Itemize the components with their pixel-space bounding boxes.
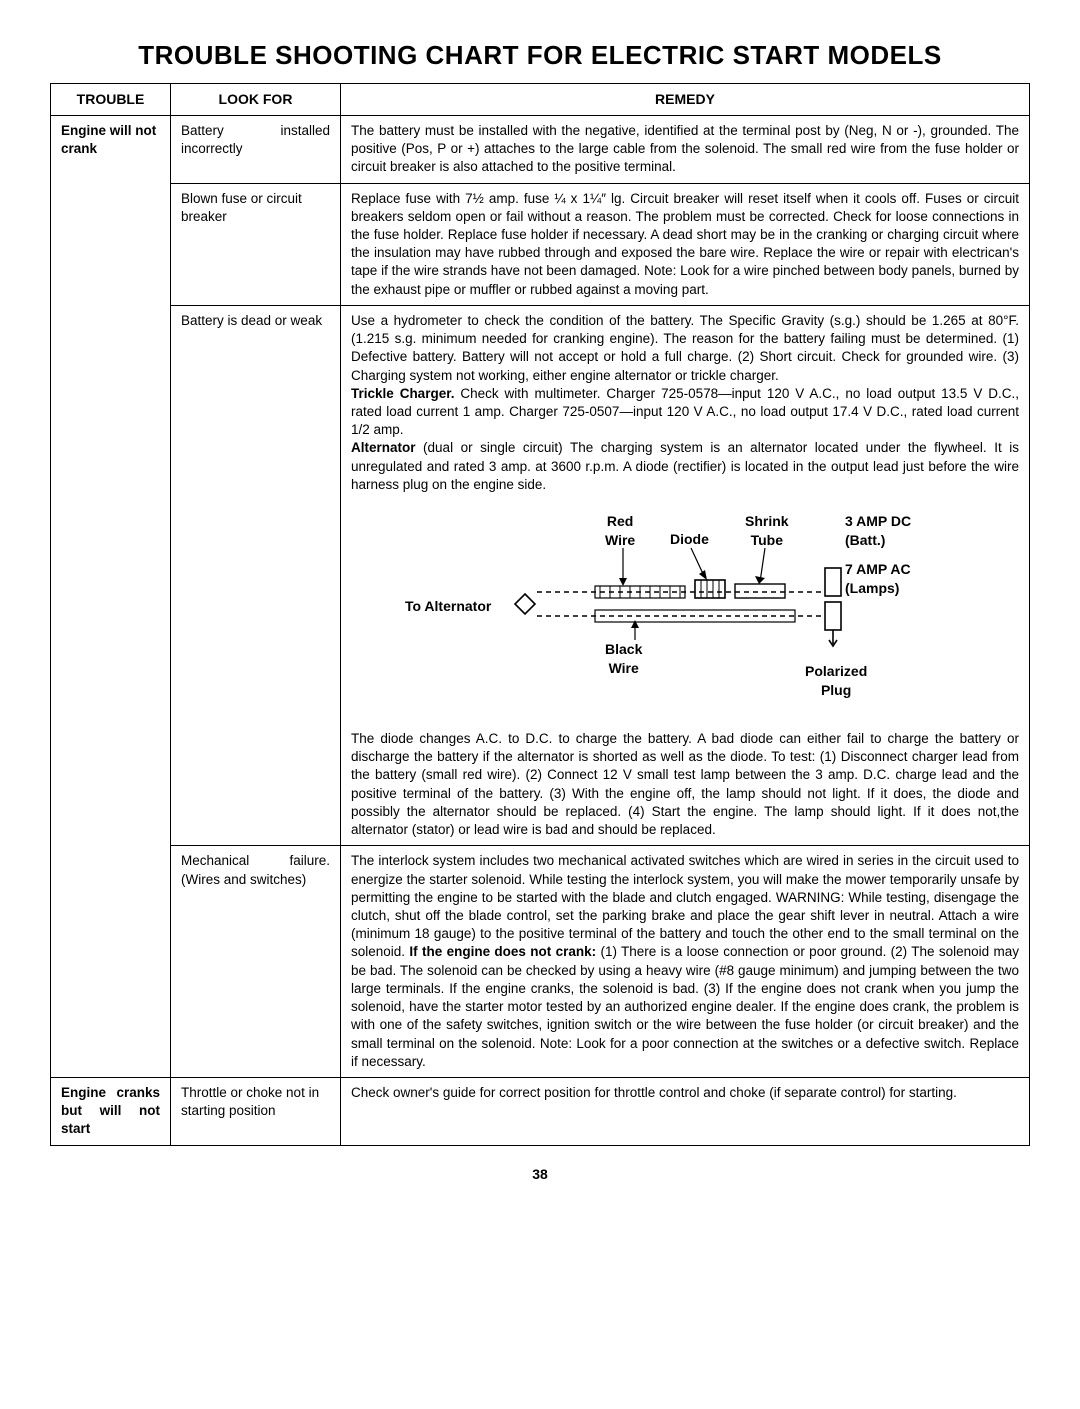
trouble-cell: Engine will not crank	[51, 115, 171, 1077]
remedy-cell: Replace fuse with 7½ amp. fuse ¼ x 1¼″ l…	[341, 183, 1030, 305]
lookfor-cell: Mechanical failure. (Wires and switches)	[171, 846, 341, 1078]
table-row: Mechanical failure. (Wires and switches)…	[51, 846, 1030, 1078]
remedy-bold: If the engine does not crank:	[409, 944, 596, 959]
remedy-cell: The interlock system includes two mechan…	[341, 846, 1030, 1078]
remedy-p4: The diode changes A.C. to D.C. to charge…	[351, 731, 1019, 837]
diagram-label-black-wire: BlackWire	[605, 641, 642, 676]
remedy-p1: Use a hydrometer to check the condition …	[351, 313, 1019, 383]
header-trouble: TROUBLE	[51, 84, 171, 116]
wiring-diagram-svg	[405, 512, 965, 712]
remedy-p3: (dual or single circuit) The charging sy…	[351, 440, 1019, 491]
header-lookfor: LOOK FOR	[171, 84, 341, 116]
lookfor-cell: Battery installed incorrectly	[171, 115, 341, 183]
lookfor-cell: Blown fuse or circuit breaker	[171, 183, 341, 305]
wiring-diagram: RedWire Diode ShrinkTube 3 AMP DC(Batt.)…	[405, 512, 965, 712]
page-number: 38	[50, 1166, 1030, 1182]
troubleshooting-table: TROUBLE LOOK FOR REMEDY Engine will not …	[50, 83, 1030, 1146]
table-row: Engine will not crank Battery installed …	[51, 115, 1030, 183]
remedy-p3-bold: Alternator	[351, 440, 416, 455]
page-title: TROUBLE SHOOTING CHART FOR ELECTRIC STAR…	[50, 40, 1030, 71]
header-remedy: REMEDY	[341, 84, 1030, 116]
remedy-cell: The battery must be installed with the n…	[341, 115, 1030, 183]
lookfor-cell: Throttle or choke not in starting positi…	[171, 1077, 341, 1145]
trouble-cell: Engine cranks but will not start	[51, 1077, 171, 1145]
diagram-label-polarized-plug: PolarizedPlug	[805, 663, 867, 698]
lookfor-cell: Battery is dead or weak	[171, 305, 341, 846]
remedy-cell: Check owner's guide for correct position…	[341, 1077, 1030, 1145]
table-row: Battery is dead or weak Use a hydrometer…	[51, 305, 1030, 846]
table-row: Blown fuse or circuit breaker Replace fu…	[51, 183, 1030, 305]
remedy-p2-bold: Trickle Charger.	[351, 386, 454, 401]
remedy-b: (1) There is a loose connection or poor …	[351, 944, 1019, 1068]
table-row: Engine cranks but will not start Throttl…	[51, 1077, 1030, 1145]
remedy-cell: Use a hydrometer to check the condition …	[341, 305, 1030, 846]
